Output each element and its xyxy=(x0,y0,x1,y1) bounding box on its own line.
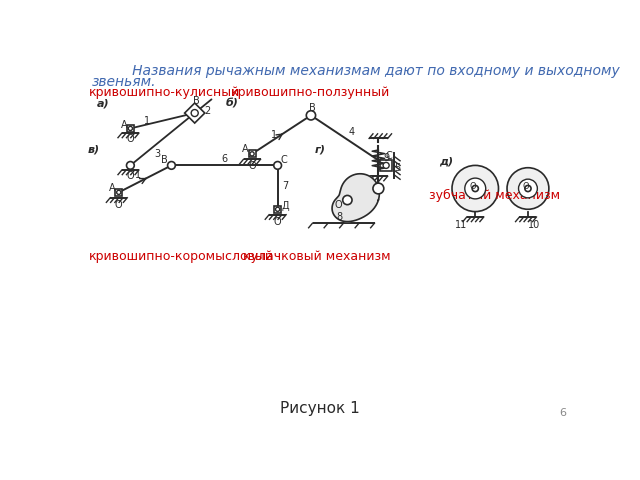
Bar xyxy=(248,150,255,157)
Circle shape xyxy=(191,109,198,117)
Circle shape xyxy=(472,185,478,192)
Circle shape xyxy=(276,207,280,211)
Bar xyxy=(127,125,134,132)
Text: кривошипно-ползунный: кривошипно-ползунный xyxy=(231,86,390,99)
Text: C: C xyxy=(280,155,287,165)
Circle shape xyxy=(116,190,121,194)
Text: O: O xyxy=(470,182,476,192)
Text: Д: Д xyxy=(282,201,289,211)
Text: C: C xyxy=(386,151,392,161)
Text: 9: 9 xyxy=(383,153,389,163)
Circle shape xyxy=(465,178,486,199)
Text: Рисунок 1: Рисунок 1 xyxy=(280,401,360,416)
Text: а): а) xyxy=(97,99,109,109)
Text: Названия рычажным механизмам дают по входному и выходному: Названия рычажным механизмам дают по вхо… xyxy=(119,64,620,78)
Text: 5: 5 xyxy=(394,164,400,173)
Circle shape xyxy=(452,166,499,212)
Text: B: B xyxy=(193,96,200,106)
Bar xyxy=(115,189,122,196)
Circle shape xyxy=(525,185,531,192)
Text: 8: 8 xyxy=(337,212,342,222)
Text: A: A xyxy=(108,183,115,193)
Circle shape xyxy=(307,111,316,120)
Text: 7: 7 xyxy=(282,181,289,191)
Circle shape xyxy=(250,152,254,156)
Text: в): в) xyxy=(88,145,100,155)
Text: O: O xyxy=(127,134,134,144)
Text: г): г) xyxy=(315,145,326,155)
Text: звеньям.: звеньям. xyxy=(92,74,156,88)
Text: б): б) xyxy=(225,99,238,109)
Circle shape xyxy=(518,179,538,198)
Circle shape xyxy=(343,195,352,204)
Text: 1: 1 xyxy=(145,116,150,126)
Text: O: O xyxy=(115,200,123,210)
Circle shape xyxy=(128,126,132,131)
Text: A: A xyxy=(121,120,127,130)
Text: кулачковый механизм: кулачковый механизм xyxy=(243,250,390,263)
Circle shape xyxy=(383,162,389,168)
Circle shape xyxy=(274,162,282,169)
Text: O: O xyxy=(274,216,282,227)
Polygon shape xyxy=(332,174,380,222)
Bar xyxy=(380,160,392,171)
Polygon shape xyxy=(184,103,205,123)
Circle shape xyxy=(507,168,549,209)
Text: O: O xyxy=(522,182,529,192)
Text: O: O xyxy=(248,161,256,171)
Circle shape xyxy=(373,183,384,194)
Bar xyxy=(274,206,281,213)
Text: 11: 11 xyxy=(455,220,467,230)
Text: O: O xyxy=(334,200,342,210)
Text: 1: 1 xyxy=(271,130,277,140)
Text: зубчатый механизм: зубчатый механизм xyxy=(429,189,560,202)
Text: 6: 6 xyxy=(560,408,566,418)
Text: 6: 6 xyxy=(221,154,227,164)
Text: д): д) xyxy=(439,156,453,167)
Text: кривошипно-коромысловый: кривошипно-коромысловый xyxy=(90,250,275,263)
Text: 3: 3 xyxy=(154,149,161,159)
Text: 4: 4 xyxy=(348,127,355,137)
Text: 1: 1 xyxy=(135,170,141,180)
Circle shape xyxy=(168,162,175,169)
Circle shape xyxy=(127,162,134,169)
Text: O: O xyxy=(127,171,134,181)
Text: кривошипно-кулисный: кривошипно-кулисный xyxy=(90,86,241,99)
Text: A: A xyxy=(242,144,248,154)
Text: B: B xyxy=(161,155,168,165)
Text: 2: 2 xyxy=(204,107,210,117)
Text: 10: 10 xyxy=(528,220,540,230)
Text: B: B xyxy=(309,103,316,113)
